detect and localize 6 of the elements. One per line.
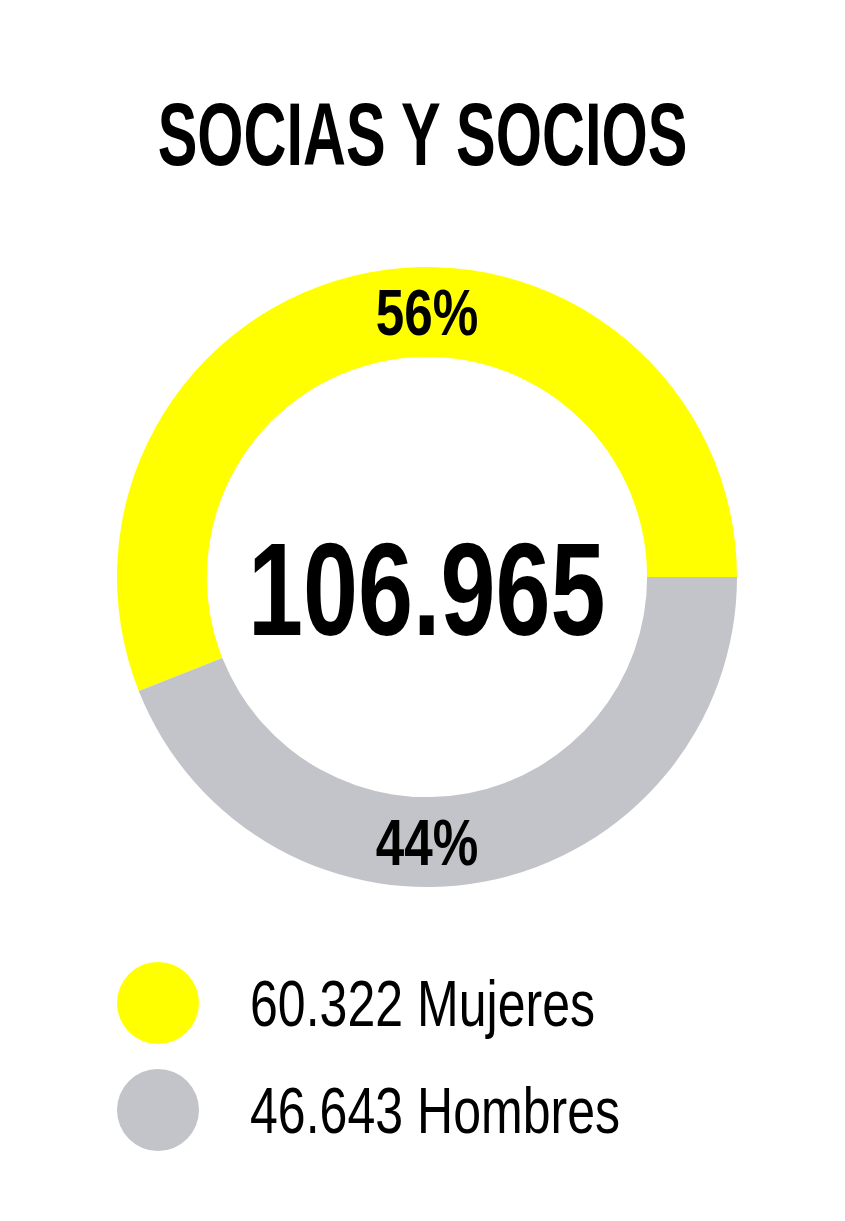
data-label: 56% <box>375 277 479 349</box>
legend-label: 46.643 Hombres <box>250 1074 621 1147</box>
data-label: 44% <box>375 807 479 879</box>
chart-title: SOCIAS Y SOCIOS <box>157 84 688 184</box>
text: 106.965 <box>248 516 606 663</box>
legend-label: 60.322 Mujeres <box>250 967 596 1040</box>
